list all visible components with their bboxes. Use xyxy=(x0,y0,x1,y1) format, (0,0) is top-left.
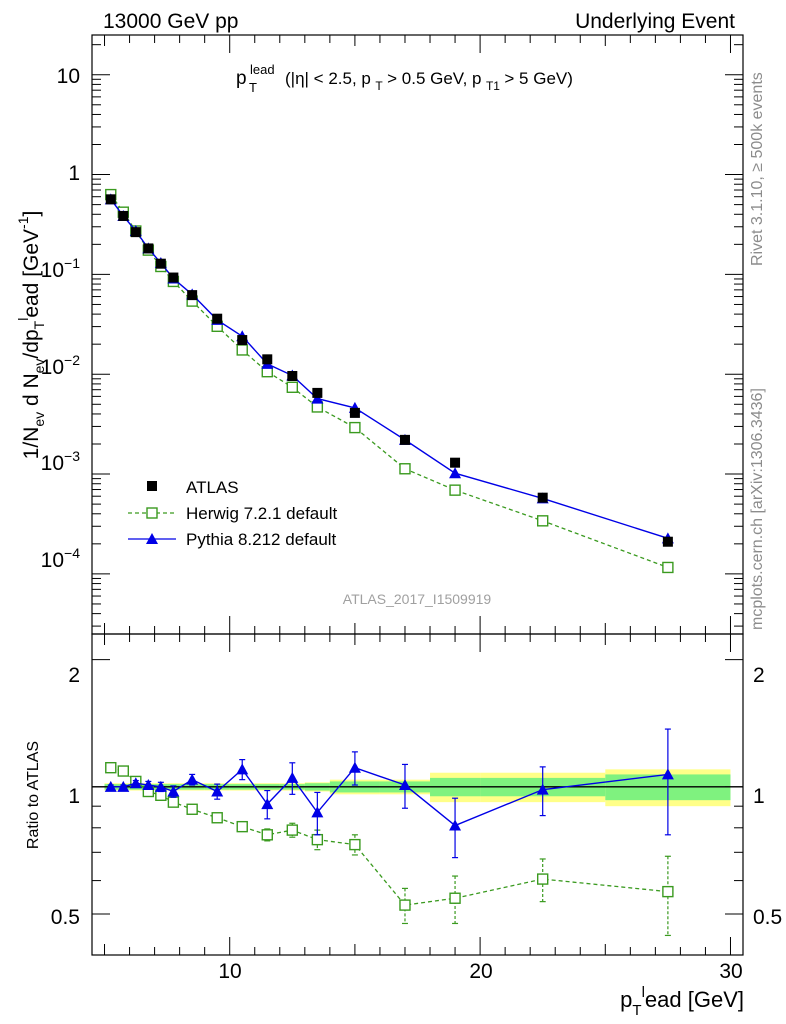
pythia-ratio-point xyxy=(167,785,180,797)
pythia-ratio-point xyxy=(211,785,224,797)
legend-herwig-marker xyxy=(146,507,158,519)
herwig-ratio-point xyxy=(662,885,674,898)
herwig-ratio-point xyxy=(261,829,273,841)
herwig-ratio-point xyxy=(286,824,299,836)
herwig-ratio-point xyxy=(236,820,248,833)
pythia-ratio-point xyxy=(311,806,324,818)
rtick-2-left: 2 xyxy=(68,664,80,687)
y-axis-label-ratio: Ratio to ATLAS xyxy=(25,741,42,849)
xtick-10: 10 xyxy=(218,960,241,983)
ratio-plot-frame xyxy=(91,633,744,956)
rtick-1-right: 1 xyxy=(753,785,765,808)
herwig-ratio-point xyxy=(311,833,324,846)
atlas-point xyxy=(237,335,248,346)
atlas-point xyxy=(399,434,410,445)
herwig-ratio-point xyxy=(105,761,117,774)
atlas-point xyxy=(130,227,141,238)
atlas-point xyxy=(287,370,298,381)
legend-pythia-label: Pythia 8.212 default xyxy=(186,530,337,549)
ytick-1e-3: 10−3 xyxy=(41,448,81,475)
pythia-point xyxy=(311,392,324,404)
atlas-point xyxy=(143,243,154,254)
header-right: Underlying Event xyxy=(575,10,735,33)
x-tick-labels: 10 20 30 xyxy=(218,960,742,983)
herwig-point xyxy=(286,381,299,393)
pythia-ratio-point xyxy=(286,771,299,783)
main-series-layer xyxy=(104,188,674,574)
herwig-point xyxy=(236,344,248,356)
pythia-ratio-point xyxy=(236,763,249,775)
axis-ticks xyxy=(92,35,743,955)
ytick-1e-4: 10−4 xyxy=(41,545,81,572)
herwig-point xyxy=(662,561,674,574)
atlas-point xyxy=(118,210,129,221)
herwig-ratio-point xyxy=(211,812,223,824)
atlas-point xyxy=(312,387,323,398)
rivet-label: Rivet 3.1.10, ≥ 500k events xyxy=(749,72,766,266)
x-axis-label: pTlead [GeV] xyxy=(620,984,744,1019)
herwig-point xyxy=(449,484,461,496)
herwig-ratio-point xyxy=(117,765,129,777)
herwig-point xyxy=(399,463,411,475)
legend-atlas-label: ATLAS xyxy=(186,478,239,497)
pythia-point xyxy=(449,467,462,479)
herwig-ratio-point xyxy=(167,796,180,808)
xtick-20: 20 xyxy=(469,960,492,983)
herwig-ratio-point xyxy=(399,899,411,911)
atlas-point xyxy=(187,290,198,301)
pythia-ratio-point xyxy=(449,819,462,831)
ratio-y-tick-labels: 2 1 0.5 2 1 0.5 xyxy=(51,664,782,929)
pythia-ratio-point xyxy=(261,798,274,810)
pythia-ratio-point xyxy=(117,780,130,792)
atlas-point xyxy=(168,272,179,283)
pythia-ratio-point xyxy=(142,779,155,791)
herwig-point xyxy=(349,421,361,434)
atlas-point xyxy=(662,536,673,547)
atlas-point xyxy=(349,407,360,418)
rtick-05-left: 0.5 xyxy=(51,906,80,929)
pythia-ratio-point xyxy=(129,777,142,789)
atlas-point xyxy=(155,258,166,269)
legend-atlas-marker xyxy=(147,481,157,491)
herwig-ratio-point xyxy=(449,892,461,904)
plot-title: p lead T (|η| < 2.5, p T > 0.5 GeV, p T1… xyxy=(236,61,573,96)
svg-text:1/Nev d Nev/dpTlead [GeV-1]: 1/Nev d Nev/dpTlead [GeV-1] xyxy=(15,211,47,460)
atlas-point xyxy=(212,313,223,324)
ytick-1e-2: 10−2 xyxy=(41,352,81,379)
xtick-30: 30 xyxy=(719,960,742,983)
herwig-ratio-point xyxy=(186,803,198,815)
atlas-point xyxy=(262,354,273,365)
herwig-point xyxy=(536,515,549,527)
legend-pythia-marker xyxy=(146,533,158,544)
ratio-series-layer xyxy=(104,728,674,937)
header-left: 13000 GeV pp xyxy=(103,10,238,33)
pythia-ratio-point xyxy=(661,768,674,780)
rtick-05-right: 0.5 xyxy=(753,906,782,929)
pythia-ratio-point xyxy=(348,761,361,773)
pythia-ratio-point xyxy=(536,783,549,795)
pythia-ratio-point xyxy=(398,779,411,791)
pythia-ratio-point xyxy=(104,780,117,792)
atlas-point xyxy=(537,492,548,503)
atlas-point xyxy=(105,194,116,205)
rtick-1-left: 1 xyxy=(68,785,80,808)
ytick-1: 1 xyxy=(68,162,80,185)
y-axis-label-main: 1/Nev d Nev/dpTlead [GeV-1] xyxy=(15,211,47,460)
legend: ATLAS Herwig 7.2.1 default Pythia 8.212 … xyxy=(128,478,337,549)
rtick-2-right: 2 xyxy=(753,664,765,687)
herwig-ratio-point xyxy=(536,873,549,885)
ytick-1e-1: 10−1 xyxy=(41,255,81,282)
herwig-ratio-point xyxy=(349,838,361,851)
analysis-watermark: ATLAS_2017_I1509919 xyxy=(343,591,492,607)
main-y-tick-labels: 10 1 10−1 10−2 10−3 10−4 xyxy=(41,65,81,572)
pythia-ratio-point xyxy=(186,773,199,785)
atlas-point xyxy=(450,457,461,468)
mcplots-label: mcplots.cern.ch [arXiv:1306.3436] xyxy=(749,388,766,630)
ytick-10: 10 xyxy=(57,65,80,88)
legend-herwig-label: Herwig 7.2.1 default xyxy=(186,504,337,523)
pythia-ratio-point xyxy=(154,780,167,792)
herwig-ratio-line xyxy=(110,767,668,906)
